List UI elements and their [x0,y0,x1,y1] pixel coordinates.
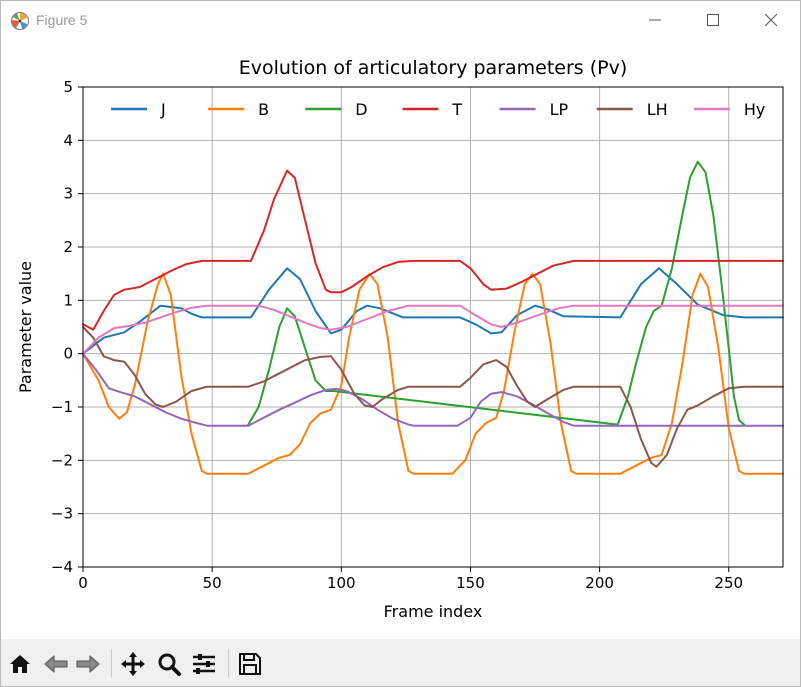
x-tick-label: 0 [78,574,88,592]
legend-label: LP [550,100,569,119]
sliders-icon [193,654,215,674]
magnifier-icon [158,653,181,676]
legend-label: D [355,100,367,119]
y-tick-label: 1 [63,291,73,309]
y-axis-label: Parameter value [16,261,35,393]
series-line-lp [82,352,784,427]
series-line-hy [82,304,784,355]
home-button[interactable] [5,649,35,679]
y-tick-label: −4 [51,558,73,576]
y-tick-label: 0 [63,345,73,363]
axes-frame [82,86,784,568]
series-line-d [247,160,746,426]
minimize-button[interactable] [626,1,684,39]
y-tick-label: −2 [51,451,73,469]
configure-subplots-button[interactable] [189,649,219,679]
close-button[interactable] [742,1,800,39]
x-tick-label: 200 [585,574,614,592]
legend-label: B [258,100,269,119]
y-tick-label: −1 [51,398,73,416]
legend-label: LH [647,100,668,119]
x-tick-label: 100 [327,574,356,592]
y-tick-label: −3 [51,505,73,523]
zoom-button[interactable] [154,649,184,679]
line-chart: 0 50 100 150 200 250 −4 −3 −2 −1 0 1 2 3 4 5 J B D T LP LH Hy… [16,57,784,621]
maximize-icon [707,14,719,26]
grid [83,87,783,567]
home-icon [10,655,30,673]
y-tick-label: 4 [63,131,73,149]
legend: J B D T LP LH Hy [111,100,765,119]
x-axis-label: Frame index [384,602,483,621]
series-line-b [82,272,784,475]
axis-ticks: 0 50 100 150 200 250 −4 −3 −2 −1 0 1 2 3 4 5 [51,78,743,592]
toolbar-separator [228,649,229,677]
back-arrow-icon [44,654,68,674]
legend-label: Hy [744,100,766,119]
legend-label: J [160,100,166,119]
move-icon [121,652,145,676]
close-icon [764,13,778,27]
series-line-t [82,169,784,331]
plot-canvas: 0 50 100 150 200 250 −4 −3 −2 −1 0 1 2 3 4 5 J B D T LP LH Hy… [1,39,800,639]
forward-button[interactable] [73,649,103,679]
maximize-button[interactable] [684,1,742,39]
window-title: Figure 5 [36,12,88,28]
floppy-disk-icon [239,653,261,675]
back-button[interactable] [41,649,71,679]
legend-label: T [451,100,462,119]
minimize-icon [649,19,661,21]
y-tick-label: 3 [63,185,73,203]
matplotlib-icon [11,12,29,30]
series-line-lh [82,326,784,468]
y-tick-label: 5 [63,78,73,96]
series-line-j [82,267,784,355]
y-tick-label: 2 [63,238,73,256]
forward-arrow-icon [76,654,100,674]
x-tick-label: 250 [714,574,743,592]
series-lines [82,160,784,475]
x-tick-label: 150 [456,574,485,592]
pan-button[interactable] [118,649,148,679]
save-button[interactable] [235,649,265,679]
chart-title: Evolution of articulatory parameters (Pv… [239,57,628,79]
toolbar-separator [111,649,112,677]
x-tick-label: 50 [203,574,222,592]
title-bar: Figure 5 [1,1,800,39]
navigation-toolbar [1,639,800,686]
